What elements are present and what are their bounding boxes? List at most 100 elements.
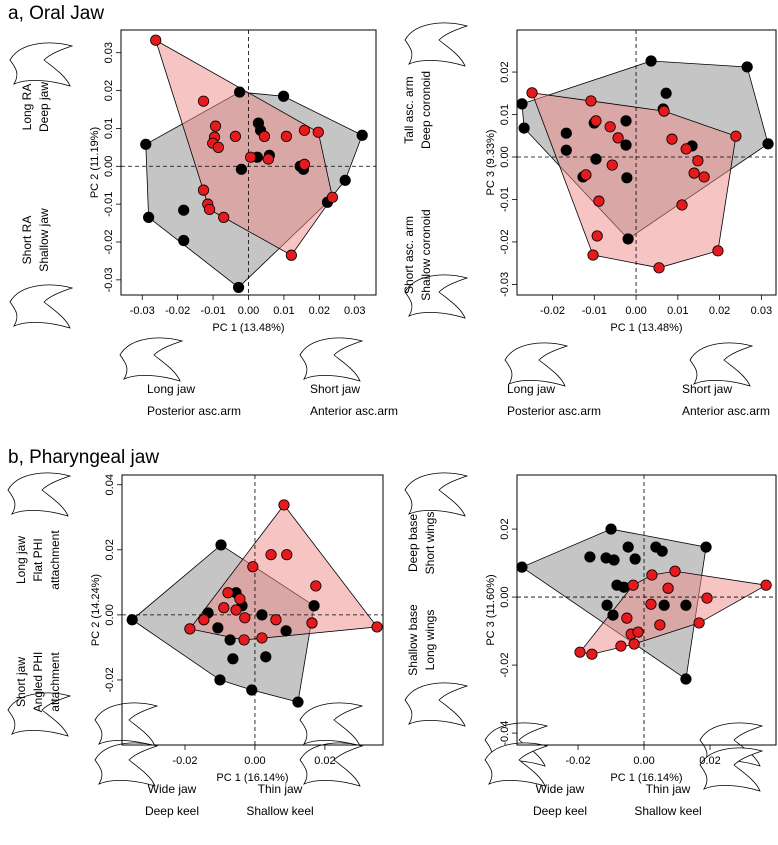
x-tick-label: -0.02 [172, 755, 197, 767]
data-point [763, 139, 773, 149]
data-point [223, 588, 233, 598]
data-point [248, 562, 258, 572]
x-tick-label: 0.00 [633, 755, 654, 767]
data-point [236, 164, 246, 174]
x-tick-label: 0.03 [344, 305, 365, 317]
side-annotation: Shallow coronoid [419, 209, 433, 300]
data-point [141, 139, 151, 149]
data-point [151, 35, 161, 45]
data-point [225, 635, 235, 645]
x-tick-label: -0.02 [165, 305, 190, 317]
bottom-annotation: Short jaw [310, 382, 360, 396]
data-point [681, 674, 691, 684]
data-point [592, 231, 602, 241]
data-point [701, 542, 711, 552]
y-tick-label: 0.00 [499, 586, 511, 607]
x-axis-label: PC 1 (13.48%) [212, 322, 284, 334]
y-tick-label: -0.02 [499, 653, 511, 678]
data-point [575, 647, 585, 657]
x-tick-label: 0.02 [699, 755, 720, 767]
y-tick-label: 0.00 [104, 604, 116, 625]
bottom-annotation: Short jaw [682, 382, 732, 396]
data-point [681, 600, 691, 610]
panel-title: b, Pharyngeal jaw [8, 447, 159, 468]
bottom-annotation: Wide jaw [536, 782, 585, 796]
y-tick-label: -0.01 [103, 192, 115, 217]
bottom-annotation: Shallow keel [246, 804, 313, 818]
data-point [629, 639, 639, 649]
y-tick-label: -0.03 [103, 267, 115, 292]
data-point [606, 524, 616, 534]
x-tick-label: -0.02 [540, 305, 565, 317]
side-annotation: Deep coronoid [419, 71, 433, 149]
y-tick-label: -0.02 [499, 229, 511, 254]
jaw-outline [505, 343, 567, 386]
data-point [299, 125, 309, 135]
y-tick-label: -0.02 [103, 229, 115, 254]
data-point [127, 615, 137, 625]
data-point [282, 549, 292, 559]
x-tick-label: 0.02 [314, 755, 335, 767]
data-point [240, 613, 250, 623]
x-tick-label: 0.00 [625, 305, 646, 317]
y-tick-label: 0.02 [499, 518, 511, 539]
data-point [647, 570, 657, 580]
data-point [646, 599, 656, 609]
data-point [519, 123, 529, 133]
side-annotation: Tall asc. arm [402, 76, 416, 143]
data-point [281, 626, 291, 636]
data-point [581, 170, 591, 180]
data-point [661, 88, 671, 98]
bottom-annotation: Deep keel [533, 804, 587, 818]
data-point [561, 128, 571, 138]
x-tick-label: 0.00 [244, 755, 265, 767]
bottom-annotation: Anterior asc.arm [682, 404, 770, 418]
bottom-annotation: Long jaw [147, 382, 195, 396]
x-tick-label: 0.01 [273, 305, 294, 317]
data-point [633, 627, 643, 637]
data-point [257, 610, 267, 620]
panel-title: a, Oral Jaw [8, 3, 104, 24]
x-tick-label: -0.01 [201, 305, 226, 317]
data-point [309, 601, 319, 611]
bottom-annotation: Anterior asc.arm [310, 404, 398, 418]
side-annotation: Deep jaw [37, 82, 51, 132]
data-point [278, 91, 288, 101]
data-point [234, 87, 244, 97]
data-point [307, 618, 317, 628]
side-annotation: Short RA [20, 216, 34, 265]
y-tick-label: 0.03 [103, 42, 115, 63]
data-point [667, 134, 677, 144]
data-point [199, 615, 209, 625]
data-point [659, 106, 669, 116]
data-point [245, 152, 255, 162]
data-point [616, 641, 626, 651]
jaw-outline [300, 703, 362, 746]
y-tick-label: -0.02 [104, 667, 116, 692]
data-point [609, 555, 619, 565]
data-point [693, 156, 703, 166]
data-point [261, 652, 271, 662]
data-point [689, 168, 699, 178]
y-axis-label: PC 3 (11.60%) [485, 574, 497, 645]
data-point [659, 600, 669, 610]
x-tick-label: 0.02 [309, 305, 330, 317]
y-axis-label: PC 2 (14.24%) [90, 574, 102, 646]
data-point [561, 145, 571, 155]
jaw-outline [690, 343, 752, 386]
data-point [228, 654, 238, 664]
y-tick-label: 0.01 [103, 118, 115, 139]
data-point [670, 566, 680, 576]
bottom-annotation: Thin jaw [646, 782, 691, 796]
data-point [372, 622, 382, 632]
data-point [702, 593, 712, 603]
x-tick-label: -0.02 [565, 755, 590, 767]
data-point [694, 618, 704, 628]
jaw-outline [10, 43, 72, 86]
data-point [215, 675, 225, 685]
jaw-outline [300, 338, 362, 381]
data-point [628, 580, 638, 590]
data-point [198, 96, 208, 106]
data-point [591, 154, 601, 164]
x-axis-label: PC 1 (13.48%) [610, 322, 682, 334]
